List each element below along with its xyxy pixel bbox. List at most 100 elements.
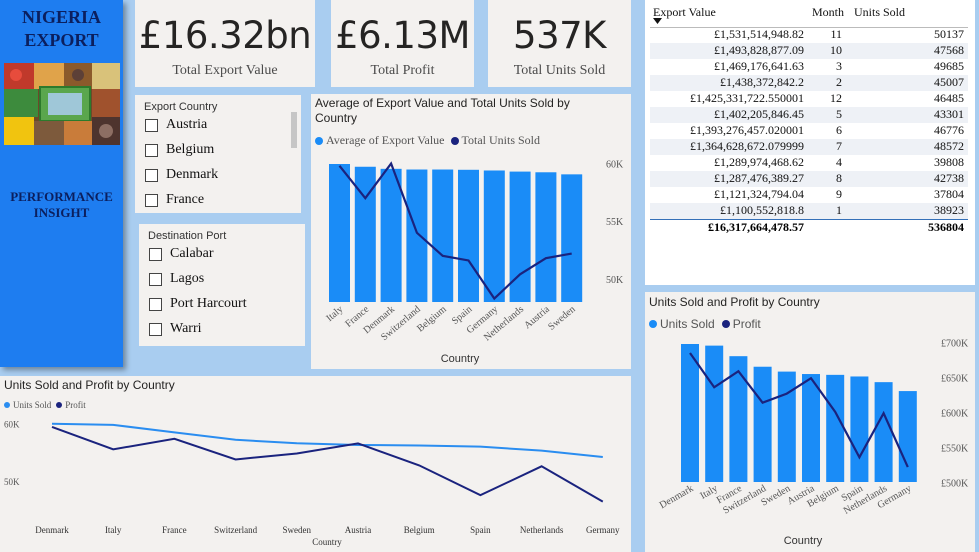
y-tick-label: £600K — [941, 409, 969, 420]
table-row: £1,100,552,818.8 1 38923 — [650, 203, 968, 219]
y-tick-label: 60K — [4, 420, 20, 430]
units-profit-line-chart-panel: Units Sold and Profit by Country Units S… — [0, 376, 631, 552]
x-axis-title: Country — [784, 535, 823, 547]
bar — [729, 356, 748, 482]
checkbox[interactable] — [149, 247, 162, 261]
table-row: £1,469,176,641.63 3 49685 — [650, 59, 968, 75]
legend-dot — [649, 320, 657, 328]
legend-dot — [721, 320, 730, 328]
table-cell: £1,100,552,818.8 — [720, 203, 804, 217]
y-tick-label: 55K — [606, 217, 624, 228]
x-tick-label: Denmark — [35, 525, 69, 535]
table-cell: 42738 — [934, 171, 964, 185]
kpi-card-units-sold: 537K Total Units Sold — [488, 0, 631, 87]
bar — [406, 169, 428, 302]
bar — [561, 174, 583, 302]
table-cell: 37804 — [934, 187, 964, 201]
brand-panel: NIGERIA EXPORT PERFORMANCE INSIGHT — [0, 0, 123, 367]
bar — [458, 169, 479, 302]
chart-legend: Average of Export Value Total Units Sold — [315, 133, 540, 148]
slicer-item-calabar[interactable]: Calabar — [149, 245, 214, 263]
sort-desc-icon[interactable] — [653, 18, 662, 24]
y-tick-label: 50K — [606, 275, 624, 286]
chart-title: Average of Export Value and Total Units … — [315, 96, 570, 125]
slicer-item-lagos[interactable]: Lagos — [149, 270, 204, 288]
dashboard-subtitle: PERFORMANCE INSIGHT — [10, 189, 113, 220]
destination-port-slicer: Destination Port Calabar Lagos Port Harc… — [139, 224, 305, 346]
bar — [753, 366, 772, 482]
kpi-value: £16.32bn — [138, 14, 312, 57]
profit-line — [51, 425, 604, 503]
table-cell: 1 — [836, 203, 842, 217]
table-cell: 43301 — [934, 107, 964, 121]
table-cell: 10 — [830, 43, 842, 57]
bar — [509, 171, 531, 302]
checkbox[interactable] — [149, 322, 162, 336]
dashboard-title: NIGERIA EXPORT — [21, 7, 101, 50]
slicer-item-denmark[interactable]: Denmark — [145, 166, 218, 184]
total-export-value: £16,317,664,478.57 — [708, 220, 804, 234]
legend-label: Units Sold — [660, 317, 715, 331]
checkbox[interactable] — [149, 272, 162, 286]
bar — [354, 166, 376, 302]
units-profit-line-chart: 60K 50K Denmark Italy France Switzerland Swede… — [4, 420, 620, 547]
slicer-item-port-harcourt[interactable]: Port Harcourt — [149, 295, 247, 313]
units-profit-bar-chart-panel: Units Sold and Profit by Country Units S… — [645, 292, 975, 552]
bar — [380, 168, 402, 302]
table-cell: 6 — [836, 123, 842, 137]
bar — [850, 376, 869, 482]
slicer-item-belgium[interactable]: Belgium — [145, 141, 214, 159]
table-cell: 11 — [830, 27, 842, 41]
table-header-cell[interactable]: Units Sold — [854, 5, 906, 19]
table-row: £1,438,372,842.2 2 45007 — [650, 75, 968, 91]
slicer-item-france[interactable]: France — [145, 191, 204, 209]
bar — [777, 371, 796, 482]
table-cell: 9 — [836, 187, 842, 201]
table-cell: 8 — [836, 171, 842, 185]
chart-title: Units Sold and Profit by Country — [649, 295, 820, 309]
checkbox[interactable] — [145, 118, 158, 132]
x-tick-label: Switzerland — [214, 525, 257, 535]
slicer-scrollbar[interactable] — [291, 112, 297, 148]
table-header-cell[interactable]: Month — [812, 5, 845, 19]
bar — [329, 164, 350, 302]
kpi-label: Total Units Sold — [513, 63, 606, 78]
table-row: £1,493,828,877.09 10 47568 — [650, 43, 968, 59]
table-cell: £1,531,514,948.82 — [714, 27, 804, 41]
table-header: Export Value Month Units Sold — [650, 3, 968, 28]
x-tick-label: Germany — [586, 525, 620, 535]
units-profit-bar-chart: Denmark ItalyFranceSwitzerlandSwedenAustr… — [658, 339, 969, 548]
x-tick-label: Sweden — [546, 304, 577, 333]
kpi-value: £6.13M — [335, 14, 470, 57]
table-cell: £1,425,331,722.550001 — [690, 91, 804, 105]
table-cell: 45007 — [934, 75, 964, 89]
kpi-value: 537K — [513, 14, 606, 57]
y-tick-label: 50K — [4, 477, 20, 487]
slicer-item-warri[interactable]: Warri — [149, 320, 202, 338]
table-cell: 3 — [836, 59, 842, 73]
legend-dot — [4, 402, 10, 408]
kpi-label: Total Export Value — [172, 63, 278, 78]
table-cell: 38923 — [934, 203, 964, 217]
legend-label: Average of Export Value — [326, 133, 445, 147]
checkbox[interactable] — [145, 168, 158, 182]
legend-label: Total Units Sold — [461, 133, 541, 147]
checkbox[interactable] — [145, 193, 158, 207]
units-sold-line — [338, 161, 572, 301]
x-tick-label: Italy — [105, 525, 122, 535]
table-cell: £1,402,205,846.45 — [714, 107, 804, 121]
table-cell: 46485 — [934, 91, 964, 105]
x-tick-label: France — [162, 525, 187, 535]
checkbox[interactable] — [145, 143, 158, 157]
x-tick-label: Sweden — [283, 525, 312, 535]
table-header-cell[interactable]: Export Value — [653, 5, 716, 19]
export-value-table: Export Value Month Units Sold £1,531,514… — [645, 0, 975, 285]
slicer-item-austria[interactable]: Austria — [145, 116, 207, 134]
y-tick-label: 60K — [606, 160, 624, 171]
checkbox[interactable] — [149, 297, 162, 311]
x-tick-label: Denmark — [658, 483, 696, 511]
total-units-sold: 536804 — [928, 220, 964, 234]
table-cell: 2 — [836, 75, 842, 89]
chart-legend: Units Sold Profit — [4, 400, 86, 410]
